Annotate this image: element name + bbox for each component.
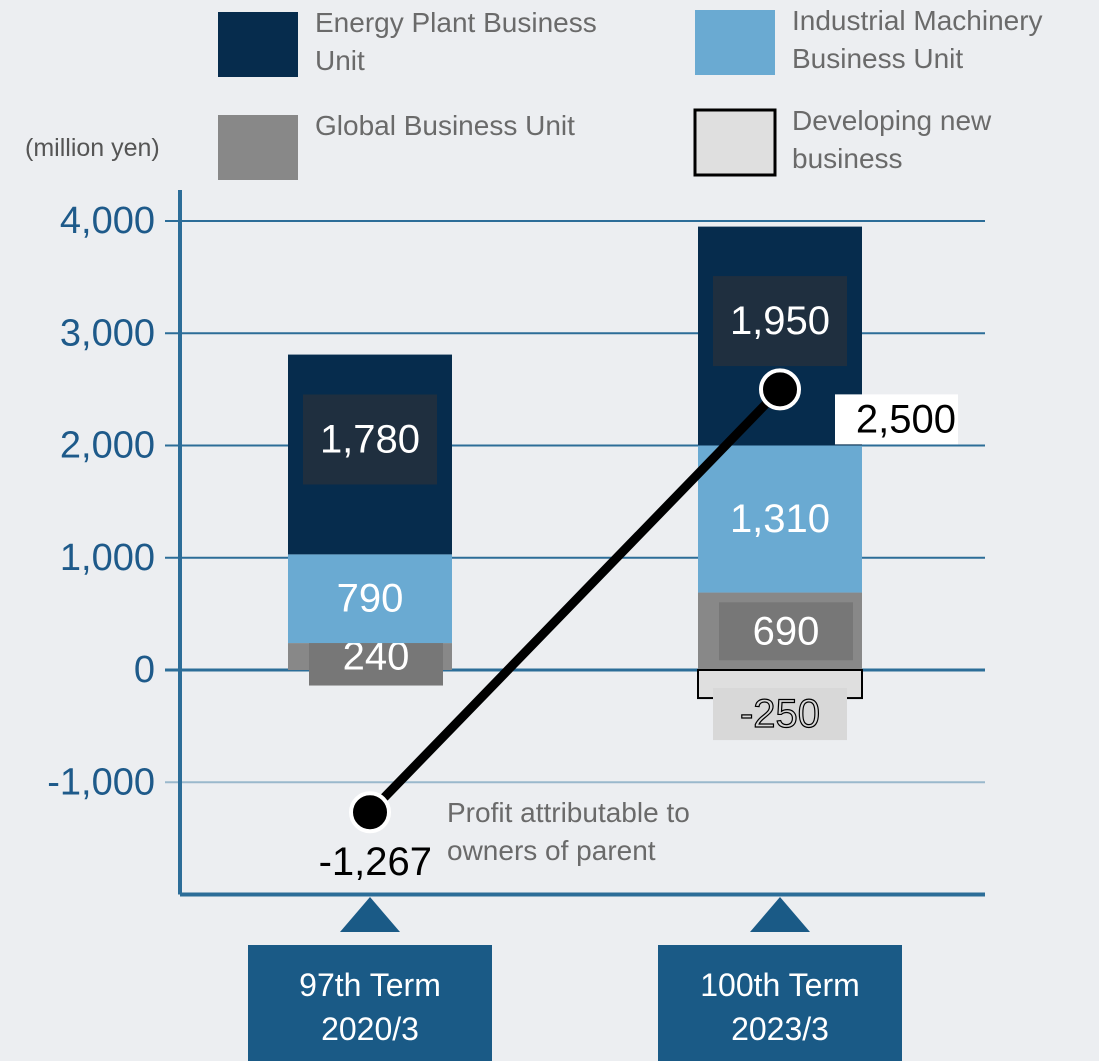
- y-tick-label: 1,000: [60, 537, 155, 579]
- value-label-bg: [835, 394, 958, 445]
- legend-label: Industrial Machinery Business Unit: [792, 5, 1043, 74]
- line-label: Profit attributable to owners of parent: [447, 797, 690, 866]
- value-label: 1,310: [730, 497, 830, 541]
- value-label-bg: [713, 276, 847, 367]
- line-point: [349, 791, 391, 834]
- y-tick-label: 2,000: [60, 425, 155, 467]
- value-label: -250: [740, 692, 820, 736]
- y-tick-label: 0: [134, 649, 155, 691]
- value-label: 790: [337, 577, 404, 621]
- y-tick-label: -1,000: [47, 761, 155, 803]
- legend-swatch: [218, 115, 298, 180]
- line-point: [759, 368, 801, 411]
- y-tick-label: 3,000: [60, 312, 155, 354]
- value-label-bg: [713, 688, 847, 741]
- value-label-bg: [303, 394, 437, 485]
- legend-swatch: [695, 10, 775, 75]
- y-axis-label: (million yen): [25, 134, 160, 162]
- legend-label: Global Business Unit: [315, 110, 575, 141]
- bar-segment: [288, 554, 452, 644]
- category-marker: [750, 897, 810, 932]
- legend-swatch: [218, 12, 298, 77]
- value-label: 1,950: [730, 299, 830, 343]
- bar-segment: [698, 445, 862, 593]
- value-label: 2,500: [856, 397, 956, 441]
- y-tick-label: 4,000: [60, 200, 155, 242]
- value-label: 690: [753, 609, 820, 653]
- category-marker: [340, 897, 400, 932]
- line: [366, 386, 784, 816]
- value-label: -1,267: [319, 840, 432, 884]
- legend-label: Energy Plant Business Unit: [315, 7, 597, 76]
- value-label-bg: [719, 602, 853, 661]
- x-tick-label: 100th Term 2023/3: [658, 945, 902, 1061]
- legend-label: Developing new business: [792, 105, 992, 174]
- x-tick-label: 97th Term 2020/3: [248, 945, 492, 1061]
- legend-swatch: [693, 108, 777, 177]
- value-label: 1,780: [320, 417, 420, 461]
